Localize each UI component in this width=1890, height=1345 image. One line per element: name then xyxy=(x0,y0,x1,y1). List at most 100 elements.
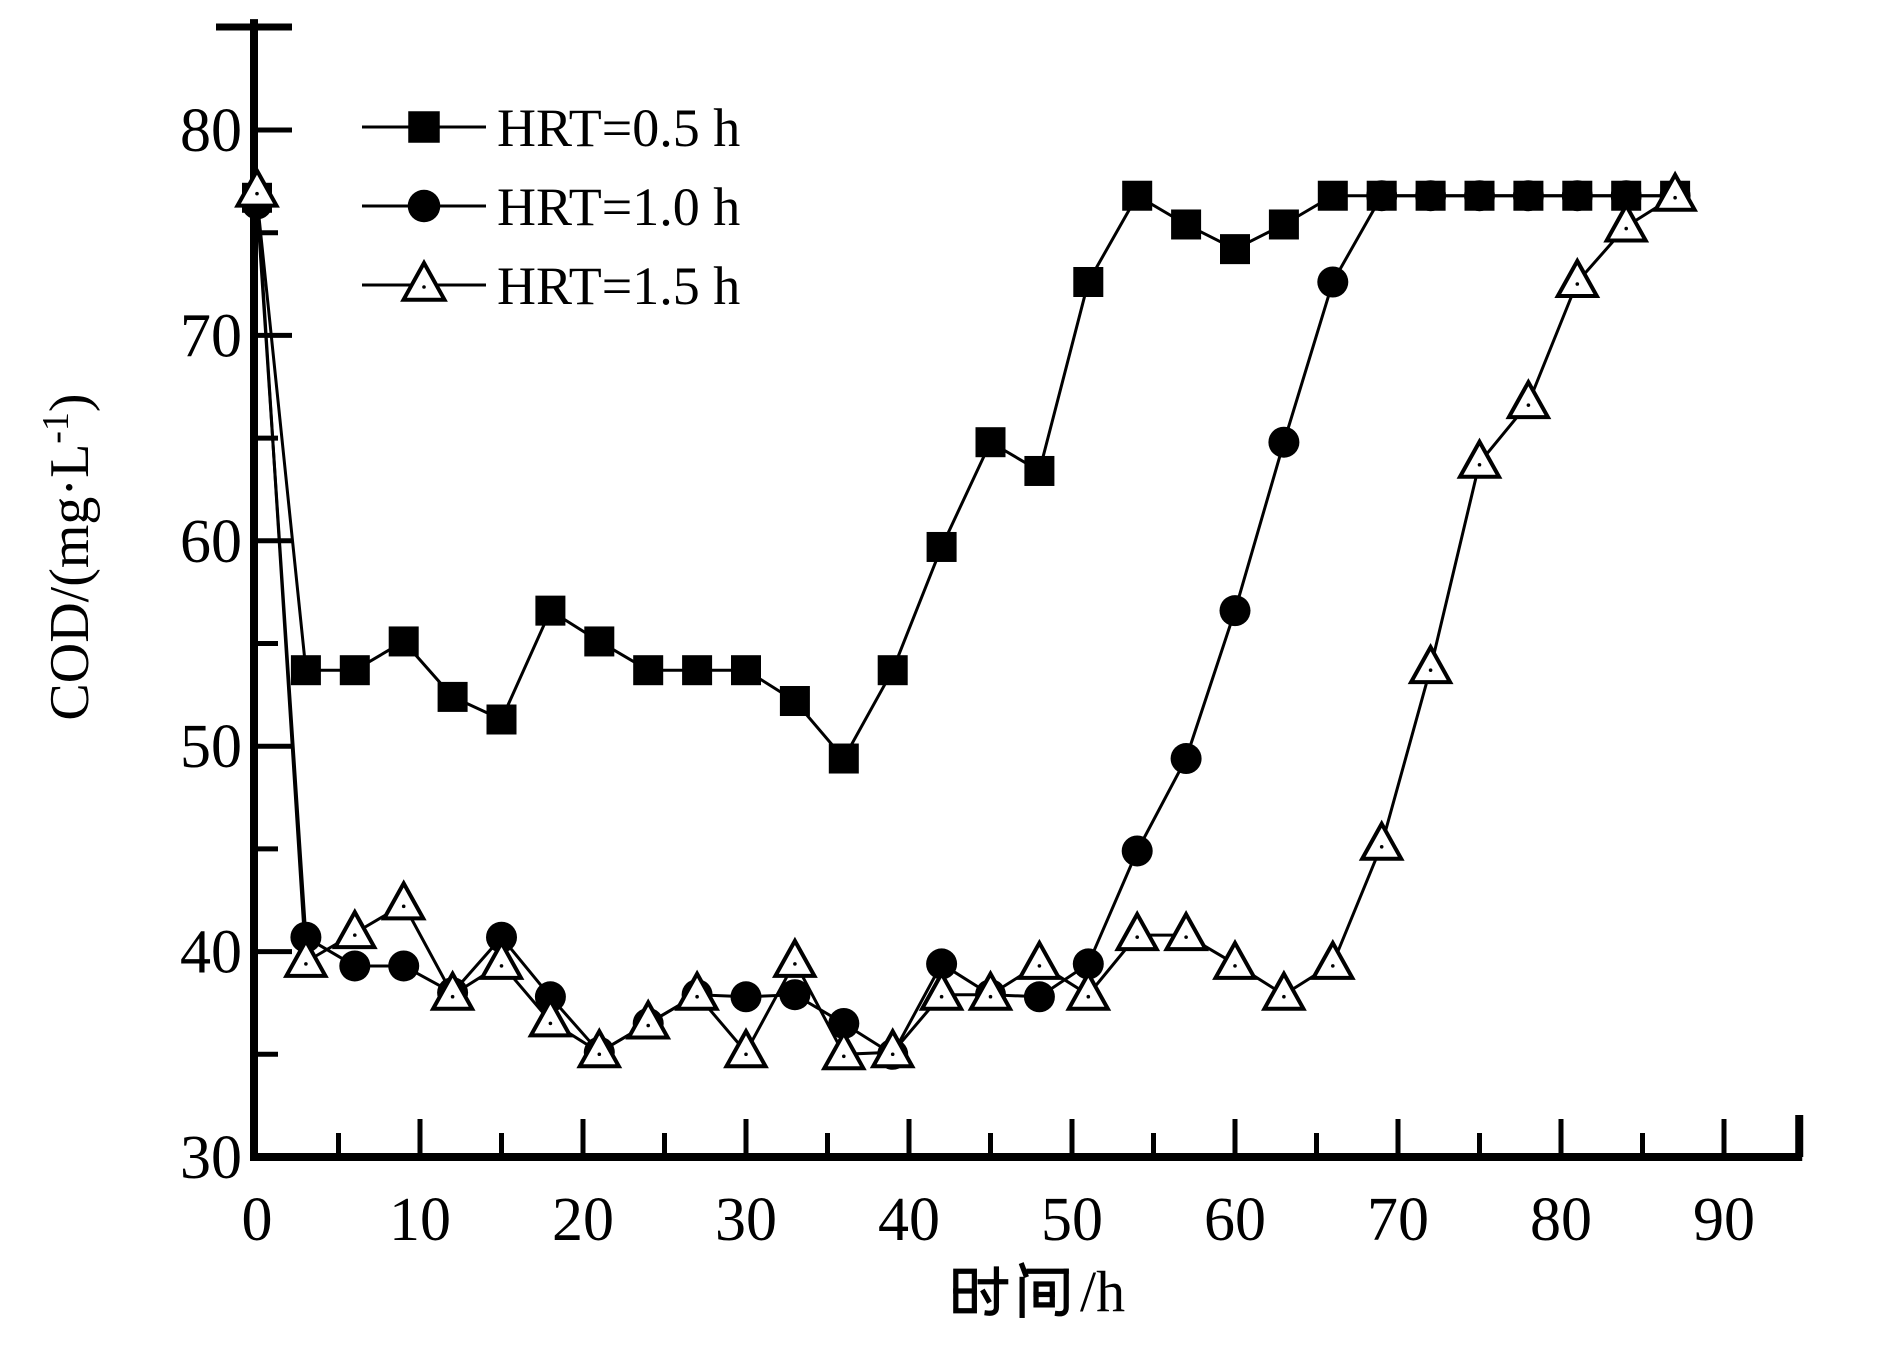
circle-marker xyxy=(1170,743,1202,775)
square-marker xyxy=(926,531,957,562)
square-marker xyxy=(1024,455,1055,486)
legend-item: HRT=1.5 h xyxy=(362,256,740,316)
triangle-marker xyxy=(723,1027,769,1069)
x-tick-label: 20 xyxy=(552,1186,614,1254)
ticks xyxy=(258,127,1727,1153)
triangle-center-dot xyxy=(1331,964,1335,968)
triangle-marker xyxy=(400,258,448,302)
circle-marker xyxy=(1268,426,1300,458)
triangle-marker xyxy=(1554,256,1601,298)
square-marker xyxy=(486,704,517,735)
triangle-marker xyxy=(527,996,574,1038)
x-tick-labels: 0 10 20 30 40 50 60 70 80 90 xyxy=(242,1186,1756,1254)
legend-label: HRT=1.5 h xyxy=(497,256,740,316)
x-tick-label: 60 xyxy=(1204,1186,1266,1254)
triangle-center-dot xyxy=(1233,964,1237,968)
triangle-center-dot xyxy=(597,1052,602,1057)
triangle-center-dot xyxy=(1282,994,1286,999)
triangle-marker xyxy=(1212,938,1258,980)
triangle-center-dot xyxy=(1575,282,1580,286)
square-marker xyxy=(828,743,859,774)
triangle-center-dot xyxy=(401,904,406,909)
square-marker xyxy=(290,655,321,686)
square-marker xyxy=(584,626,615,657)
square-marker xyxy=(1171,209,1202,240)
series-line xyxy=(255,191,1676,1056)
triangle-center-dot xyxy=(1673,195,1677,200)
circle-marker xyxy=(486,921,517,953)
square-marker xyxy=(1268,209,1299,240)
circle-marker xyxy=(1121,835,1153,867)
square-marker xyxy=(1317,180,1348,211)
square-marker xyxy=(633,655,664,686)
legend-item: HRT=0.5 h xyxy=(362,98,740,158)
circle-marker xyxy=(1415,180,1447,212)
circle-marker xyxy=(388,950,420,982)
cjk-stroke xyxy=(1054,1268,1069,1317)
triangle-center-dot xyxy=(793,962,797,966)
triangle-marker xyxy=(1016,938,1063,980)
square-marker xyxy=(388,626,419,657)
circle-marker xyxy=(779,979,811,1011)
circle-marker xyxy=(407,189,441,223)
triangle-marker xyxy=(478,938,525,980)
triangle-center-dot xyxy=(1428,668,1433,672)
x-tick-label: 10 xyxy=(389,1186,451,1254)
triangle-marker xyxy=(380,879,427,921)
triangle-marker xyxy=(1407,643,1454,685)
triangle-center-dot xyxy=(422,285,426,289)
legend-item: HRT=1.0 h xyxy=(362,177,740,237)
cjk-stroke xyxy=(1018,1262,1029,1279)
x-axis-title-text: /h xyxy=(1080,1259,1125,1324)
triangle-marker xyxy=(1309,938,1356,980)
triangle-marker xyxy=(820,1029,867,1071)
y-axis-title-text: COD/(mg·L-1) xyxy=(35,393,101,720)
y-tick-label: 30 xyxy=(180,1124,242,1192)
square-marker xyxy=(682,655,713,686)
y-tick-label: 40 xyxy=(180,919,242,987)
triangle-marker xyxy=(1603,201,1650,243)
y-tick-label: 50 xyxy=(180,713,242,781)
series-hrt-1.0-h xyxy=(241,180,1691,1070)
triangle-center-dot xyxy=(450,994,455,999)
square-marker xyxy=(437,681,468,712)
square-marker xyxy=(339,655,370,686)
triangle-marker xyxy=(576,1027,623,1069)
circle-marker xyxy=(1366,180,1398,212)
circle-marker xyxy=(730,981,762,1013)
circle-marker xyxy=(1610,180,1642,212)
triangle-center-dot xyxy=(939,994,944,999)
triangle-center-dot xyxy=(1379,844,1384,849)
circle-marker xyxy=(828,1007,860,1039)
triangle-marker xyxy=(967,969,1014,1011)
cjk-stroke xyxy=(980,1288,992,1304)
triangle-center-dot xyxy=(1526,403,1531,407)
triangle-marker xyxy=(234,166,280,208)
triangle-marker xyxy=(282,936,329,978)
circle-marker xyxy=(926,948,958,980)
x-tick-label: 50 xyxy=(1041,1186,1103,1254)
cjk-glyph xyxy=(953,1266,1009,1316)
triangle-center-dot xyxy=(304,962,308,966)
triangle-center-dot xyxy=(1037,964,1042,968)
triangle-marker xyxy=(1505,378,1552,420)
y-tick-label: 80 xyxy=(180,97,242,165)
triangle-marker xyxy=(1114,910,1161,952)
triangle-center-dot xyxy=(548,1021,553,1026)
square-marker xyxy=(731,655,761,686)
circle-marker xyxy=(1023,981,1055,1013)
circle-marker xyxy=(1512,180,1544,212)
y-tick-label: 60 xyxy=(180,508,242,576)
x-tick-label: 80 xyxy=(1530,1186,1592,1254)
x-tick-label: 90 xyxy=(1693,1186,1755,1254)
triangle-center-dot xyxy=(1086,994,1091,999)
circle-marker xyxy=(1317,266,1349,298)
triangle-marker xyxy=(869,1027,916,1069)
triangle-marker xyxy=(674,969,721,1011)
square-marker xyxy=(1220,234,1250,265)
circle-marker xyxy=(1464,180,1495,212)
triangle-marker xyxy=(429,969,476,1011)
triangle-center-dot xyxy=(646,1023,650,1028)
triangle-marker xyxy=(1163,910,1210,952)
